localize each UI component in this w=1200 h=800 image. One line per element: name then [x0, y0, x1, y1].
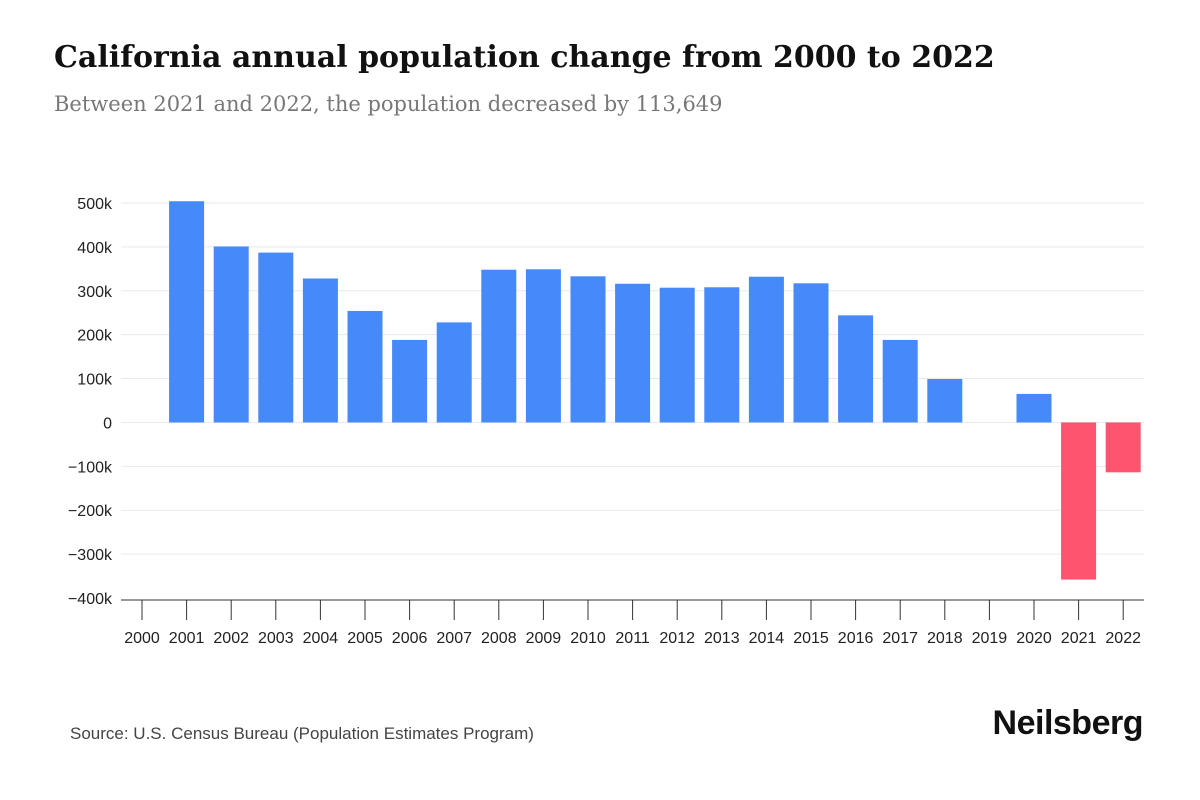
- x-tick-label: 2017: [882, 630, 918, 647]
- y-tick-label: 300k: [77, 284, 113, 301]
- bar-2017: [882, 339, 918, 423]
- y-tick-label: −100k: [68, 459, 113, 476]
- x-tick-label: 2007: [436, 630, 472, 647]
- x-tick-label: 2008: [481, 630, 517, 647]
- x-tick-label: 2009: [526, 630, 562, 647]
- y-tick-label: −400k: [68, 591, 113, 608]
- x-tick-label: 2021: [1061, 630, 1097, 647]
- bar-2020: [1016, 393, 1052, 423]
- y-tick-label: 500k: [77, 196, 113, 213]
- y-tick-label: 0: [103, 415, 112, 432]
- x-tick-label: 2006: [392, 630, 428, 647]
- bar-2016: [838, 315, 874, 423]
- x-tick-label: 2003: [258, 630, 294, 647]
- bar-2010: [570, 276, 606, 423]
- x-tick-label: 2020: [1016, 630, 1052, 647]
- bar-2002: [213, 246, 249, 423]
- bar-2013: [704, 287, 740, 423]
- bar-2008: [481, 269, 517, 423]
- x-tick-label: 2002: [213, 630, 249, 647]
- bar-2012: [659, 287, 695, 423]
- x-tick-label: 2005: [347, 630, 383, 647]
- bar-2022: [1105, 422, 1141, 473]
- bar-2007: [436, 322, 472, 423]
- x-tick-label: 2022: [1105, 630, 1141, 647]
- bar-2001: [169, 201, 205, 423]
- bar-2003: [258, 252, 294, 423]
- bar-2009: [525, 269, 561, 423]
- x-tick-label: 2016: [838, 630, 874, 647]
- source-note: Source: U.S. Census Bureau (Population E…: [70, 724, 534, 743]
- x-tick-label: 2011: [615, 630, 650, 647]
- bar-2006: [392, 339, 428, 423]
- chart-title: California annual population change from…: [54, 40, 995, 75]
- x-tick-label: 2019: [972, 630, 1008, 647]
- x-tick-label: 2004: [303, 630, 339, 647]
- y-tick-label: −200k: [68, 503, 113, 520]
- x-tick-label: 2000: [124, 630, 160, 647]
- x-tick-label: 2013: [704, 630, 740, 647]
- y-tick-label: 100k: [77, 372, 113, 389]
- bar-2014: [748, 276, 784, 423]
- bar-2011: [615, 283, 651, 423]
- x-tick-label: 2001: [169, 630, 205, 647]
- x-tick-label: 2018: [927, 630, 963, 647]
- x-tick-label: 2010: [570, 630, 606, 647]
- bar-2005: [347, 310, 383, 423]
- brand-logo: Neilsberg: [992, 704, 1144, 742]
- x-tick-label: 2012: [659, 630, 695, 647]
- x-tick-label: 2015: [793, 630, 829, 647]
- bar-2015: [793, 283, 829, 423]
- x-tick-label: 2014: [749, 630, 785, 647]
- bar-2004: [302, 278, 338, 423]
- y-tick-label: −300k: [68, 547, 113, 564]
- chart-subtitle: Between 2021 and 2022, the population de…: [54, 92, 723, 116]
- bar-2018: [927, 378, 963, 423]
- y-tick-label: 400k: [77, 240, 113, 257]
- bar-2021: [1061, 422, 1097, 580]
- y-tick-label: 200k: [77, 328, 113, 345]
